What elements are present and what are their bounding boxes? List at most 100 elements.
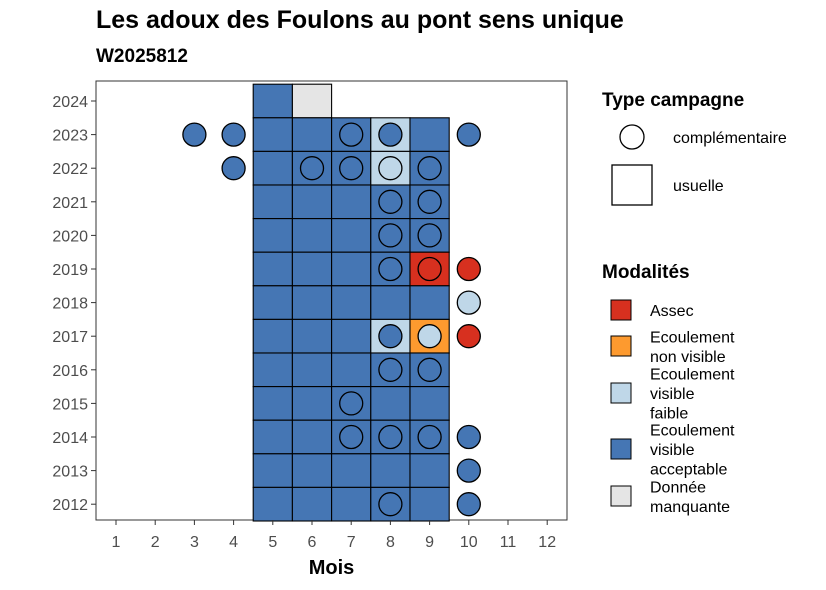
legend-type-label: usuelle bbox=[673, 178, 724, 195]
legend-modality-title: Modalités bbox=[602, 262, 690, 283]
point-2016-8 bbox=[378, 357, 403, 382]
legend-modality-label: Ecoulement visible faible bbox=[650, 367, 735, 423]
y-tick-label: 2012 bbox=[52, 497, 88, 514]
tile-2023-6 bbox=[291, 117, 333, 152]
tile-2012-5 bbox=[252, 486, 293, 522]
point-2021-8 bbox=[378, 189, 403, 214]
y-tick-label: 2016 bbox=[52, 363, 88, 380]
tile-2017-7 bbox=[331, 318, 372, 354]
chart-subtitle: W2025812 bbox=[96, 46, 188, 67]
tile-2024-5 bbox=[252, 83, 293, 119]
point-2017-8 bbox=[378, 324, 403, 349]
point-2021-9 bbox=[417, 189, 442, 214]
x-tick-label: 5 bbox=[268, 534, 277, 551]
legend-type-title: Type campagne bbox=[602, 90, 744, 111]
point-2023-8 bbox=[378, 122, 403, 147]
point-2023-3 bbox=[182, 122, 207, 147]
tile-2012-9 bbox=[409, 486, 450, 522]
tile-2016-5 bbox=[252, 352, 293, 388]
legend-swatch bbox=[610, 438, 632, 460]
tile-2019-5 bbox=[252, 251, 293, 287]
tile-2021-6 bbox=[291, 184, 333, 220]
y-tick-label: 2013 bbox=[52, 464, 88, 481]
point-2020-8 bbox=[378, 223, 403, 248]
tile-2014-6 bbox=[291, 419, 333, 455]
point-2013-10 bbox=[456, 458, 481, 483]
tile-2018-8 bbox=[370, 285, 411, 320]
axes: 1 2 3 4 5 6 7 8 9 10 11 122012201320142015201620172… bbox=[52, 94, 556, 579]
chart-title: Les adoux des Foulons au pont sens uniqu… bbox=[96, 6, 624, 34]
point-2014-8 bbox=[378, 424, 403, 450]
legend-modality-label: Ecoulement visible acceptable bbox=[650, 423, 735, 479]
legend-swatch bbox=[610, 382, 632, 404]
tile-2013-7 bbox=[331, 453, 372, 488]
x-tick-label: 9 bbox=[425, 534, 434, 551]
tile-2013-5 bbox=[252, 453, 293, 488]
tile-2015-6 bbox=[291, 386, 333, 421]
tile-2015-9 bbox=[409, 386, 450, 421]
tile-2018-9 bbox=[409, 285, 450, 320]
y-tick-label: 2017 bbox=[52, 329, 88, 346]
x-axis-title: Mois bbox=[309, 557, 355, 579]
y-tick-label: 2023 bbox=[52, 128, 88, 145]
tile-2021-5 bbox=[252, 184, 293, 220]
legend-swatch bbox=[610, 485, 632, 507]
tile-2020-6 bbox=[291, 218, 333, 253]
y-tick-label: 2022 bbox=[52, 161, 88, 178]
point-2020-9 bbox=[417, 223, 442, 248]
tile-2019-7 bbox=[331, 251, 372, 287]
point-2012-10 bbox=[456, 492, 481, 517]
y-tick-label: 2021 bbox=[52, 195, 88, 212]
x-tick-label: 3 bbox=[190, 534, 199, 551]
legend: Type campagne complémentaire usuelle Modali… bbox=[602, 90, 787, 516]
y-tick-label: 2014 bbox=[52, 430, 88, 447]
point-2019-10 bbox=[456, 256, 481, 282]
point-2014-7 bbox=[339, 424, 364, 450]
point-2022-4 bbox=[221, 156, 246, 181]
point-2019-9 bbox=[417, 256, 442, 282]
y-tick-label: 2015 bbox=[52, 396, 88, 413]
tile-2012-6 bbox=[291, 486, 333, 522]
tile-2013-8 bbox=[370, 453, 411, 488]
point-2015-7 bbox=[339, 391, 364, 416]
point-2022-9 bbox=[417, 156, 442, 181]
legend-modality-label: Ecoulement non visible bbox=[650, 329, 735, 366]
tile-2013-9 bbox=[409, 453, 450, 488]
legend-swatch bbox=[610, 335, 632, 357]
tile-2018-6 bbox=[291, 285, 333, 320]
point-2023-4 bbox=[221, 122, 246, 147]
tile-2015-5 bbox=[252, 386, 293, 421]
tile-2013-6 bbox=[291, 453, 333, 488]
point-2018-10 bbox=[456, 290, 481, 315]
point-2023-10 bbox=[456, 122, 481, 147]
x-tick-label: 12 bbox=[538, 534, 556, 551]
point-2017-9 bbox=[417, 324, 442, 349]
point-2022-8 bbox=[378, 156, 403, 181]
tile-2018-5 bbox=[252, 285, 293, 320]
tile-2020-7 bbox=[331, 218, 372, 253]
point-2023-7 bbox=[339, 122, 364, 147]
tile-2017-5 bbox=[252, 318, 293, 354]
point-2022-7 bbox=[339, 156, 364, 181]
tile-2021-7 bbox=[331, 184, 372, 220]
point-2014-10 bbox=[456, 424, 481, 450]
legend-circle-key bbox=[619, 124, 645, 150]
x-tick-label: 1 bbox=[112, 534, 121, 551]
tile-2018-7 bbox=[331, 285, 372, 320]
x-tick-label: 7 bbox=[347, 534, 356, 551]
tile-2023-9 bbox=[409, 117, 450, 152]
point-2014-9 bbox=[417, 424, 442, 450]
tile-2016-7 bbox=[331, 352, 372, 388]
tile-2024-6 bbox=[291, 83, 333, 119]
tile-2022-5 bbox=[252, 150, 293, 186]
legend-swatch bbox=[610, 299, 632, 321]
legend-modality-label: Donnée manquante bbox=[650, 479, 730, 516]
tile-2017-6 bbox=[291, 318, 333, 354]
tile-2019-6 bbox=[291, 251, 333, 287]
y-tick-label: 2018 bbox=[52, 296, 88, 313]
legend-square-key bbox=[611, 164, 653, 206]
legend-type-label: complémentaire bbox=[673, 130, 787, 147]
point-2022-6 bbox=[299, 156, 325, 181]
tile-2016-6 bbox=[291, 352, 333, 388]
